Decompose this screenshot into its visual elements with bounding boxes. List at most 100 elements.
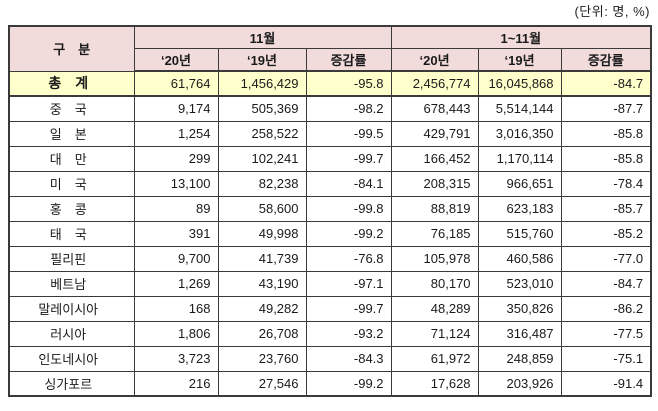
cell-value: 248,859 <box>477 345 562 372</box>
cell-value: -78.4 <box>560 170 652 197</box>
cell-value: -99.2 <box>305 370 392 397</box>
cell-value: 3,723 <box>133 345 219 372</box>
table-row: 홍 콩 89 58,600 -99.8 88,819 623,183 -85.7 <box>8 195 652 222</box>
cell-value: -85.8 <box>560 120 652 147</box>
cell-value: -99.8 <box>305 195 392 222</box>
cell-value: 23,760 <box>217 345 307 372</box>
cell-value: 9,174 <box>133 95 219 122</box>
cell-value: -91.4 <box>560 370 652 397</box>
cell-value: 505,369 <box>217 95 307 122</box>
cell-value: -85.8 <box>560 145 652 172</box>
cell-value: -98.2 <box>305 95 392 122</box>
cell-value: -84.7 <box>560 70 652 97</box>
cell-value: 316,487 <box>477 320 562 347</box>
cell-value: 678,443 <box>390 95 479 122</box>
table-header: 구 분 11월 1~11월 ‘20년 ‘19년 증감률 ‘20년 ‘19년 증감… <box>8 25 652 72</box>
cell-value: 523,010 <box>477 270 562 297</box>
cell-value: 71,124 <box>390 320 479 347</box>
cell-value: -75.1 <box>560 345 652 372</box>
stats-table: 구 분 11월 1~11월 ‘20년 ‘19년 증감률 ‘20년 ‘19년 증감… <box>8 25 653 397</box>
cell-value: 216 <box>133 370 219 397</box>
header-group-november: 11월 <box>133 25 392 49</box>
cell-value: 391 <box>133 220 219 247</box>
subheader-jannov-change-rate: 증감률 <box>560 47 652 72</box>
cell-value: 43,190 <box>217 270 307 297</box>
table-row: 말레이시아 168 49,282 -99.7 48,289 350,826 -86.2 <box>8 295 652 322</box>
cell-value: 61,972 <box>390 345 479 372</box>
cell-value: 89 <box>133 195 219 222</box>
cell-value: 1,170,114 <box>477 145 562 172</box>
cell-value: 88,819 <box>390 195 479 222</box>
cell-value: -77.5 <box>560 320 652 347</box>
cell-value: -84.7 <box>560 270 652 297</box>
cell-value: 80,170 <box>390 270 479 297</box>
cell-value: -93.2 <box>305 320 392 347</box>
cell-value: 1,269 <box>133 270 219 297</box>
table-row: 대 만 299 102,241 -99.7 166,452 1,170,114 -85.8 <box>8 145 652 172</box>
table-row: 인도네시아 3,723 23,760 -84.3 61,972 248,859 -75.1 <box>8 345 652 372</box>
row-label: 베트남 <box>8 270 135 297</box>
table-row: 일 본 1,254 258,522 -99.5 429,791 3,016,350 -85.… <box>8 120 652 147</box>
table-row: 싱가포르 216 27,546 -99.2 17,628 203,926 -91.4 <box>8 370 652 397</box>
row-label: 러시아 <box>8 320 135 347</box>
cell-value: -87.7 <box>560 95 652 122</box>
table-row: 필리핀 9,700 41,739 -76.8 105,978 460,586 -77.0 <box>8 245 652 272</box>
cell-value: -77.0 <box>560 245 652 272</box>
cell-value: 41,739 <box>217 245 307 272</box>
header-category: 구 분 <box>8 25 135 72</box>
cell-value: -86.2 <box>560 295 652 322</box>
subheader-nov-year19: ‘19년 <box>217 47 307 72</box>
cell-value: -85.7 <box>560 195 652 222</box>
cell-value: 105,978 <box>390 245 479 272</box>
cell-value: 515,760 <box>477 220 562 247</box>
table-row: 중 국 9,174 505,369 -98.2 678,443 5,514,144 -87.… <box>8 95 652 122</box>
header-subhead-row: ‘20년 ‘19년 증감률 ‘20년 ‘19년 증감률 <box>9 47 652 72</box>
row-label: 대 만 <box>8 145 135 172</box>
table-row: 러시아 1,806 26,708 -93.2 71,124 316,487 -77.5 <box>8 320 652 347</box>
cell-value: 76,185 <box>390 220 479 247</box>
cell-value: -85.2 <box>560 220 652 247</box>
cell-value: 82,238 <box>217 170 307 197</box>
cell-value: 48,289 <box>390 295 479 322</box>
unit-note: (단위: 명, %) <box>574 4 650 19</box>
total-row: 총 계 61,764 1,456,429 -95.8 2,456,774 16,… <box>8 70 652 97</box>
cell-value: 258,522 <box>217 120 307 147</box>
table-row: 태 국 391 49,998 -99.2 76,185 515,760 -85.2 <box>8 220 652 247</box>
cell-value: -99.2 <box>305 220 392 247</box>
subheader-nov-year20: ‘20년 <box>133 47 219 72</box>
table-row: 베트남 1,269 43,190 -97.1 80,170 523,010 -84.7 <box>8 270 652 297</box>
cell-value: 49,998 <box>217 220 307 247</box>
cell-value: -99.7 <box>305 295 392 322</box>
cell-value: 208,315 <box>390 170 479 197</box>
table-body: 총 계 61,764 1,456,429 -95.8 2,456,774 16,… <box>8 70 652 397</box>
cell-value: 623,183 <box>477 195 562 222</box>
cell-value: 26,708 <box>217 320 307 347</box>
cell-value: 1,456,429 <box>217 70 307 97</box>
cell-value: -84.3 <box>305 345 392 372</box>
row-label: 미 국 <box>8 170 135 197</box>
cell-value: 350,826 <box>477 295 562 322</box>
cell-value: 1,254 <box>133 120 219 147</box>
row-label: 인도네시아 <box>8 345 135 372</box>
cell-value: 61,764 <box>133 70 219 97</box>
cell-value: -84.1 <box>305 170 392 197</box>
row-label: 말레이시아 <box>8 295 135 322</box>
row-label: 홍 콩 <box>8 195 135 222</box>
cell-value: 17,628 <box>390 370 479 397</box>
cell-value: 1,806 <box>133 320 219 347</box>
cell-value: 2,456,774 <box>390 70 479 97</box>
cell-value: -76.8 <box>305 245 392 272</box>
cell-value: 166,452 <box>390 145 479 172</box>
cell-value: 49,282 <box>217 295 307 322</box>
cell-value: 9,700 <box>133 245 219 272</box>
cell-value: 429,791 <box>390 120 479 147</box>
row-label: 일 본 <box>8 120 135 147</box>
cell-value: 102,241 <box>217 145 307 172</box>
cell-value: -95.8 <box>305 70 392 97</box>
cell-value: 13,100 <box>133 170 219 197</box>
row-label: 싱가포르 <box>8 370 135 397</box>
row-label: 태 국 <box>8 220 135 247</box>
row-label: 중 국 <box>8 95 135 122</box>
cell-value: 3,016,350 <box>477 120 562 147</box>
